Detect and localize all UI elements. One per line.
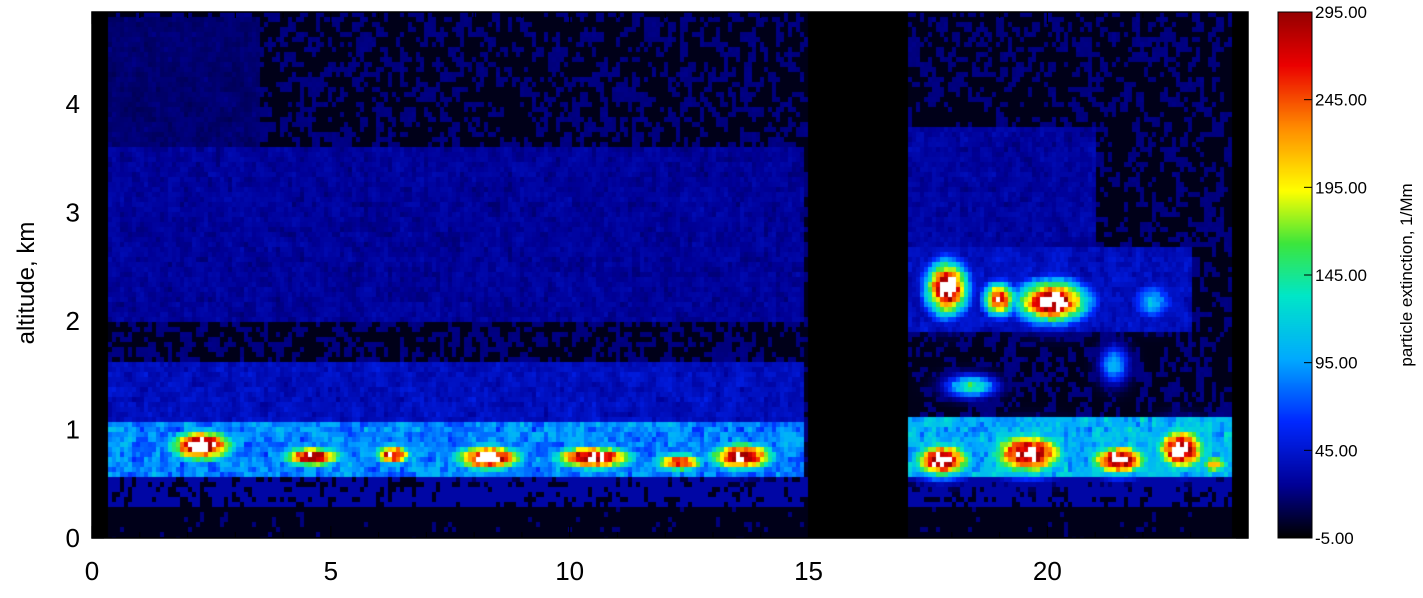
x-axis: 0 5 10 15 20 [85,12,1240,586]
colorbar-tick-label: -5.00 [1315,529,1354,548]
colorbar-tick-label: 245.00 [1315,91,1367,110]
y-tick-label: 2 [66,306,80,336]
y-tick-label: 0 [66,523,80,553]
extinction-heatmap [92,12,1248,538]
x-tick-label: 0 [85,556,99,586]
x-tick-label: 10 [555,556,584,586]
y-tick-label: 4 [66,89,80,119]
colorbar-tick-label: 195.00 [1315,178,1367,197]
colorbar: -5.0045.0095.00145.00195.00245.00295.00 … [1277,3,1416,548]
y-tick-label: 3 [66,198,80,228]
colorbar-tick-label: 95.00 [1315,354,1358,373]
colorbar-title: particle extinction, 1/Mm [1397,183,1416,366]
y-axis: 0 1 2 3 4 [66,16,1248,553]
colorbar-tick-label: 145.00 [1315,266,1367,285]
plot-area [91,11,1249,539]
y-axis-title: altitude, km [13,222,40,345]
x-tick-label: 20 [1033,556,1062,586]
colorbar-tick-label: 295.00 [1315,3,1367,22]
x-tick-label: 15 [794,556,823,586]
x-tick-label: 5 [324,556,338,586]
plot-frame [91,11,1249,539]
colorbar-ticks: -5.00 45.00 95.00 145.00 195.00 245.00 295.00 [1304,3,1367,548]
colorbar-tick-label: 45.00 [1315,441,1358,460]
y-tick-label: 1 [66,415,80,445]
